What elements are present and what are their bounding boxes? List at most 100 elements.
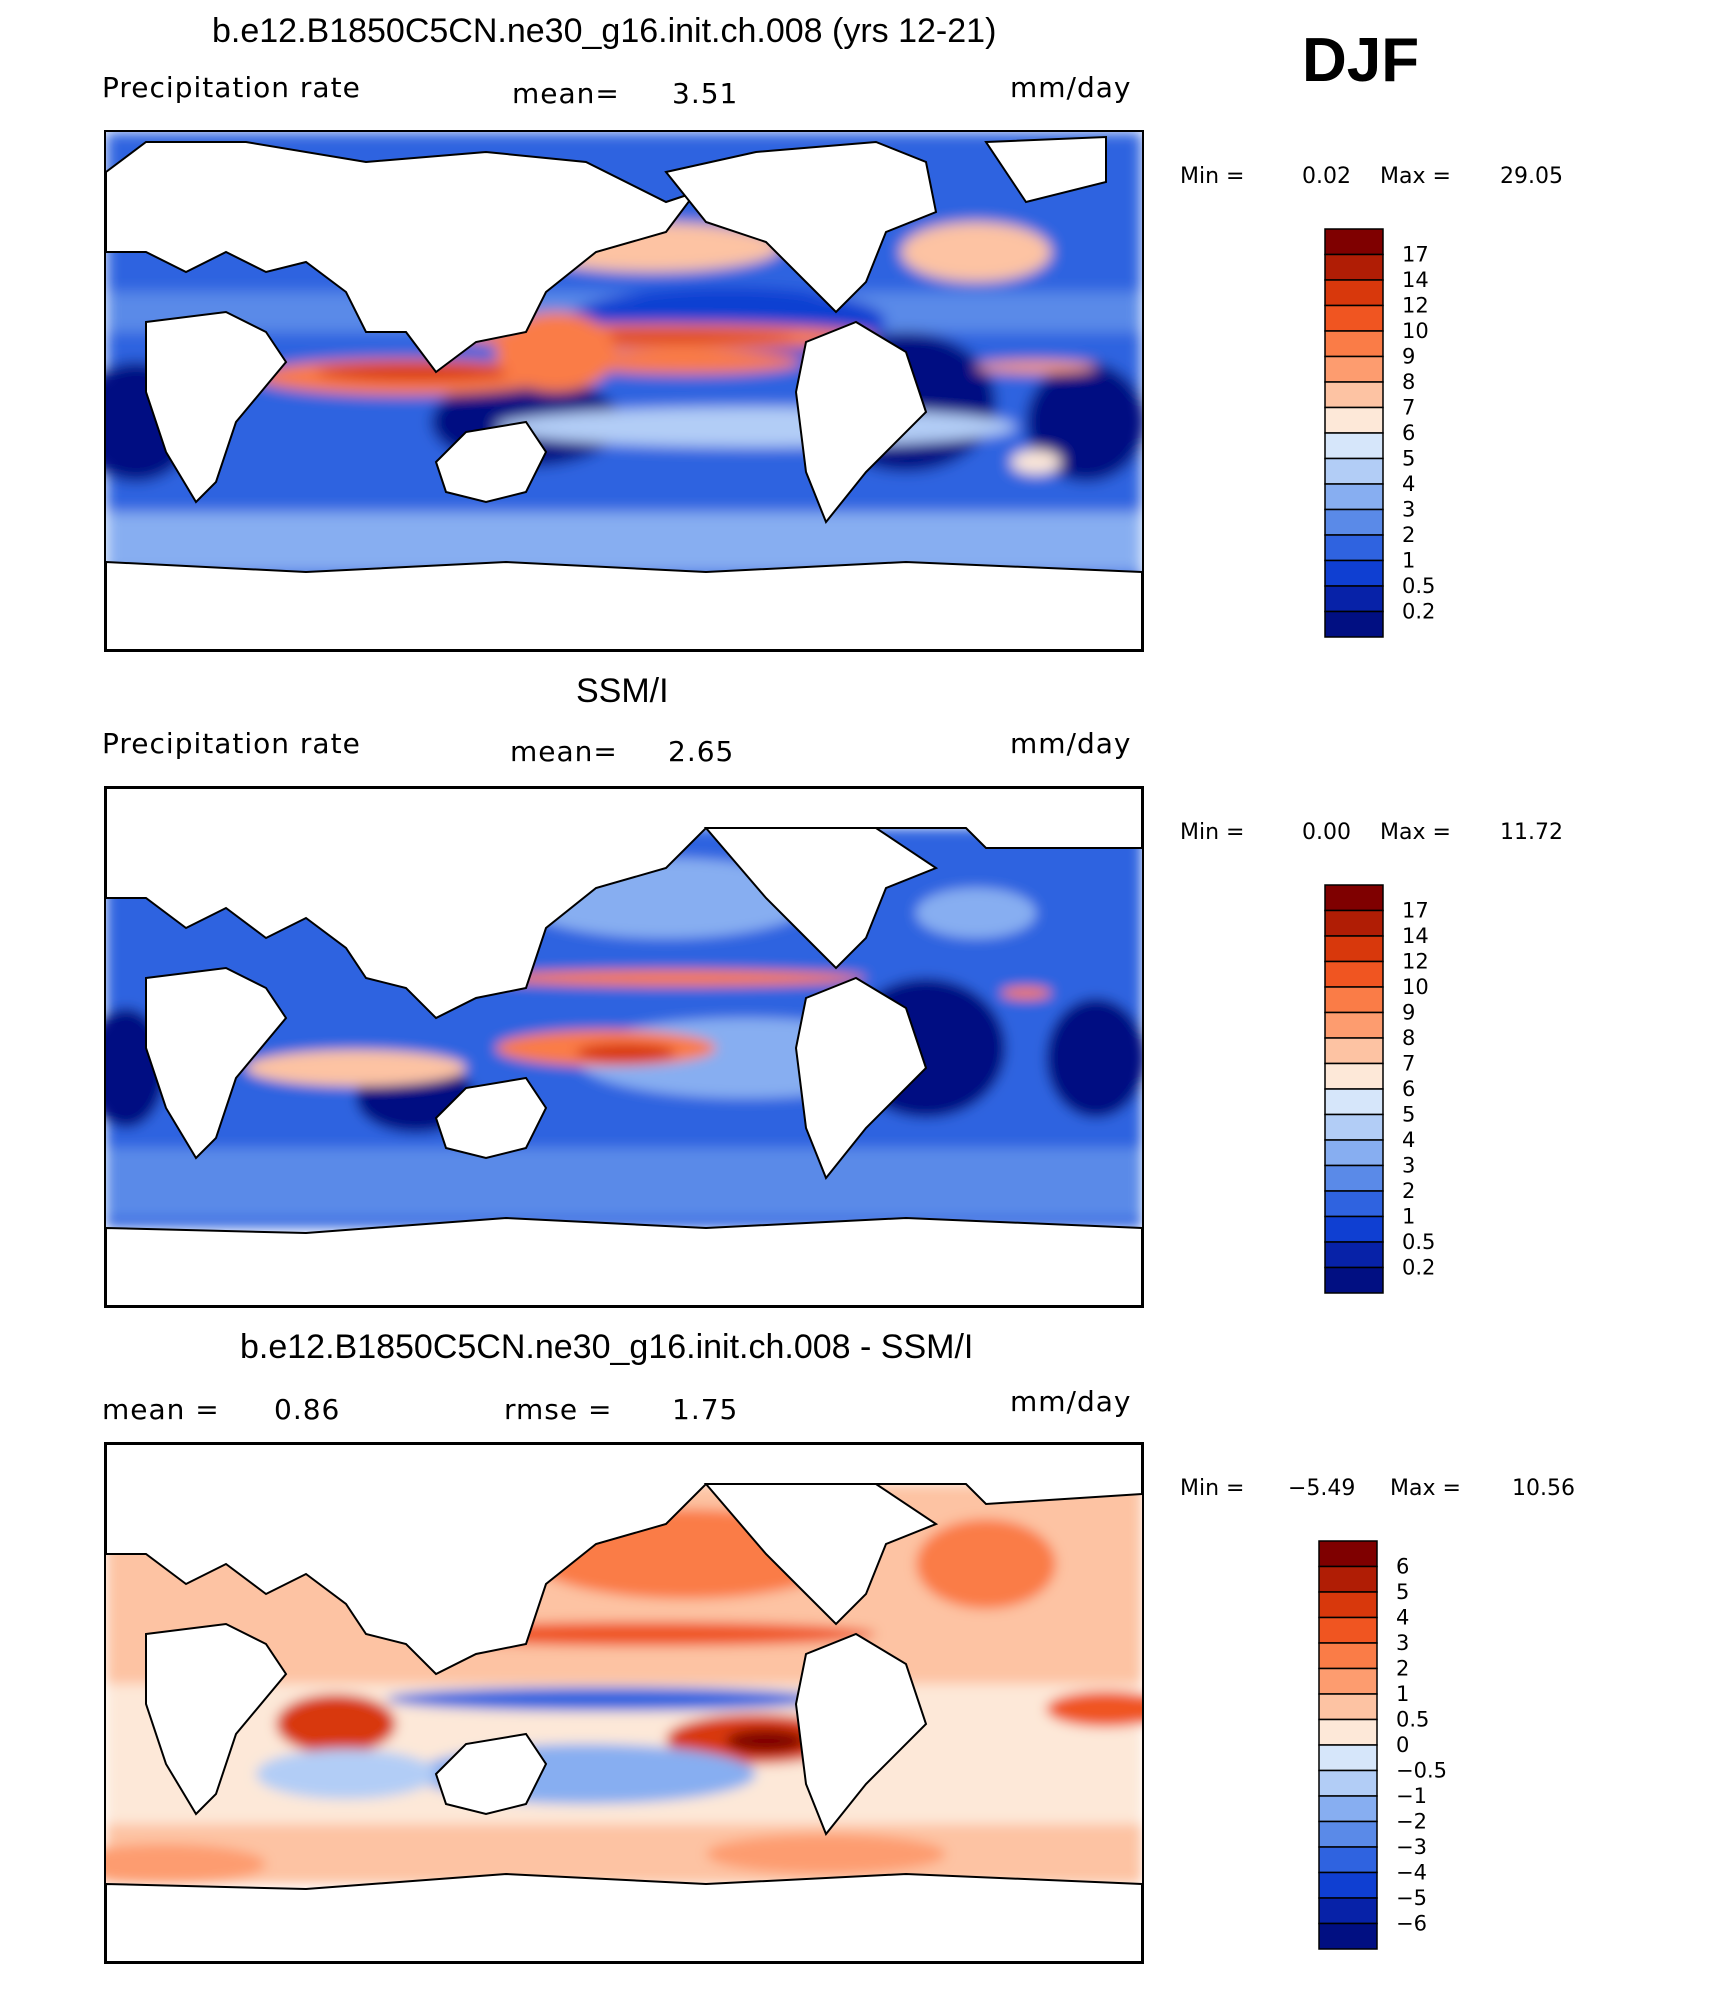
panel2-colorbar-label: 17 [1402, 899, 1429, 923]
panel1-colorbar-box [1324, 228, 1384, 256]
panel3-colorbar-box [1318, 1871, 1378, 1899]
panel1-variable-label: Precipitation rate [102, 71, 361, 104]
panel3-colorbar-label: 4 [1396, 1606, 1409, 1630]
panel3-colorbar-label: 0.5 [1396, 1708, 1429, 1732]
panel1-colorbar: 17 14 12 10 9 8 7 6 5 4 3 2 1 0.5 0.2 [1324, 228, 1472, 645]
panel3-mean-label: mean = [102, 1393, 220, 1426]
panel3-colorbar-box [1318, 1591, 1378, 1619]
panel1-colorbar-box [1324, 432, 1384, 460]
panel2-colorbar-box [1324, 960, 1384, 988]
panel3-colorbar-label: 3 [1396, 1631, 1409, 1655]
panel1-colorbar-label: 8 [1402, 370, 1415, 394]
panel1-mean-label: mean= [512, 77, 620, 110]
panel1-colorbar-box [1324, 483, 1384, 511]
panel3-colorbar-box [1318, 1565, 1378, 1593]
panel3-colorbar-label: 1 [1396, 1682, 1409, 1706]
panel3-colorbar-box [1318, 1922, 1378, 1950]
panel2-mean-label: mean= [510, 735, 618, 768]
panel3-mean-value: 0.86 [274, 1393, 341, 1426]
panel3-colorbar-box [1318, 1718, 1378, 1746]
panel1-map-canvas [106, 132, 1142, 650]
panel2-colorbar-box [1324, 1190, 1384, 1218]
panel3-colorbar-label: −6 [1396, 1912, 1427, 1936]
panel1-colorbar-label: 7 [1402, 396, 1415, 420]
panel2-min-value: 0.00 [1302, 820, 1351, 845]
panel2-colorbar-label: 14 [1402, 924, 1429, 948]
panel1-colorbar-label: 0.2 [1402, 600, 1435, 624]
panel3-min-label: Min = [1180, 1476, 1245, 1501]
panel3-colorbar-label: −4 [1396, 1861, 1427, 1885]
panel3-max-value: 10.56 [1512, 1476, 1575, 1501]
panel2-colorbar-box [1324, 909, 1384, 937]
panel1-landmasses [106, 135, 1142, 650]
panel2-colorbar-box [1324, 1164, 1384, 1192]
panel2-colorbar-label: 9 [1402, 1001, 1415, 1025]
panel2-colorbar-label: 2 [1402, 1179, 1415, 1203]
panel1-units: mm/day [1010, 71, 1132, 104]
panel2-colorbar-box [1324, 986, 1384, 1014]
panel3-title: b.e12.B1850C5CN.ne30_g16.init.ch.008 - S… [240, 1328, 974, 1366]
panel1-colorbar-box [1324, 534, 1384, 562]
panel3-colorbar-box [1318, 1540, 1378, 1568]
panel2-colorbar-box [1324, 935, 1384, 963]
panel2-colorbar-label: 1 [1402, 1205, 1415, 1229]
panel3-colorbar-box [1318, 1667, 1378, 1695]
panel1-min-label: Min = [1180, 164, 1245, 189]
panel3-colorbar-box [1318, 1693, 1378, 1721]
panel2-colorbar-label: 10 [1402, 975, 1429, 999]
panel2-colorbar-box [1324, 1139, 1384, 1167]
panel3-colorbar-label: −2 [1396, 1810, 1427, 1834]
panel1-max-value: 29.05 [1500, 164, 1563, 189]
panel3-colorbar-box [1318, 1846, 1378, 1874]
panel3-rmse-label: rmse = [504, 1393, 613, 1426]
panel2-colorbar-label: 4 [1402, 1128, 1415, 1152]
panel1-colorbar-box [1324, 253, 1384, 281]
panel1-colorbar-label: 5 [1402, 447, 1415, 471]
panel3-colorbar-label: 6 [1396, 1555, 1409, 1579]
season-label: DJF [1302, 26, 1420, 95]
panel2-colorbar-label: 0.2 [1402, 1256, 1435, 1280]
panel2-colorbar-label: 0.5 [1402, 1230, 1435, 1254]
panel1-colorbar-box [1324, 330, 1384, 358]
panel2-colorbar-label: 12 [1402, 950, 1429, 974]
panel3-units: mm/day [1010, 1385, 1132, 1418]
panel3-rmse-value: 1.75 [672, 1393, 739, 1426]
panel2-title: SSM/I [576, 672, 669, 710]
panel2-map-canvas [106, 788, 1142, 1306]
panel1-colorbar-box [1324, 355, 1384, 383]
panel1-min-value: 0.02 [1302, 164, 1351, 189]
panel3-colorbar-box [1318, 1897, 1378, 1925]
panel1-colorbar-box [1324, 457, 1384, 485]
panel2-min-label: Min = [1180, 820, 1245, 845]
panel2-colorbar-box [1324, 1011, 1384, 1039]
panel2-colorbar-box [1324, 1037, 1384, 1065]
panel3-colorbar-label: 5 [1396, 1580, 1409, 1604]
panel1-colorbar-box [1324, 610, 1384, 638]
panel2-colorbar-box [1324, 884, 1384, 912]
panel1-colorbar-label: 1 [1402, 549, 1415, 573]
panel3-colorbar-box [1318, 1642, 1378, 1670]
panel2-colorbar-label: 6 [1402, 1077, 1415, 1101]
panel2-colorbar-box [1324, 1241, 1384, 1269]
panel2-colorbar-box [1324, 1215, 1384, 1243]
panel1-max-label: Max = [1380, 164, 1451, 189]
panel1-colorbar-box [1324, 508, 1384, 536]
panel2-map [104, 786, 1144, 1308]
panel1-colorbar-box [1324, 406, 1384, 434]
panel3-landmasses [106, 1444, 1142, 1962]
panel2-mean-value: 2.65 [668, 735, 735, 768]
panel1-colorbar-label: 14 [1402, 268, 1429, 292]
panel2-colorbar: 17 14 12 10 9 8 7 6 5 4 3 2 1 0.5 0.2 [1324, 884, 1472, 1301]
panel1-colorbar-label: 10 [1402, 319, 1429, 343]
panel3-max-label: Max = [1390, 1476, 1461, 1501]
panel1-colorbar-label: 6 [1402, 421, 1415, 445]
panel1-colorbar-box [1324, 304, 1384, 332]
panel2-max-value: 11.72 [1500, 820, 1563, 845]
panel2-colorbar-box [1324, 1088, 1384, 1116]
panel1-colorbar-label: 0.5 [1402, 574, 1435, 598]
panel3-colorbar-box [1318, 1820, 1378, 1848]
panel2-colorbar-box [1324, 1062, 1384, 1090]
panel3-colorbar-label: 0 [1396, 1733, 1409, 1757]
